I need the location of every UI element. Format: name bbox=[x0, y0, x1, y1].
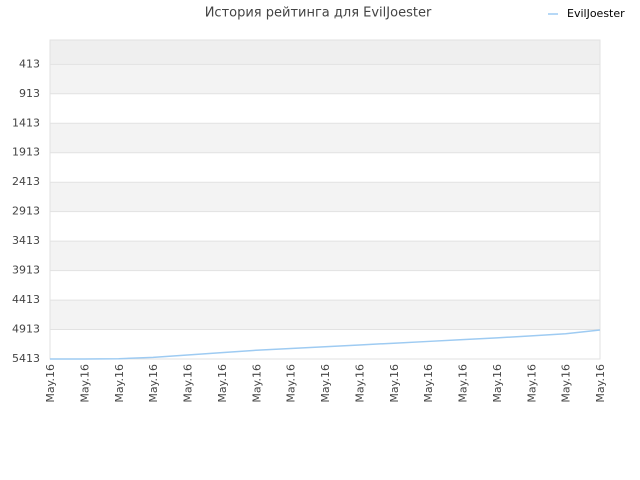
y-tick-label: 413 bbox=[19, 57, 40, 70]
plot-band bbox=[50, 241, 600, 271]
x-tick-label: May.16 bbox=[353, 364, 366, 403]
x-tick-label: May.16 bbox=[216, 364, 229, 403]
legend-label: EvilJoester bbox=[567, 7, 625, 20]
plot-band bbox=[50, 152, 600, 183]
y-tick-label: 2913 bbox=[12, 205, 40, 218]
x-tick-label: May.16 bbox=[594, 364, 607, 403]
y-tick-label: 3413 bbox=[12, 234, 40, 247]
y-tick-label: 5413 bbox=[12, 352, 40, 365]
x-tick-label: May.16 bbox=[182, 364, 195, 403]
plot-band bbox=[50, 211, 600, 242]
plot-band bbox=[50, 123, 600, 153]
x-tick-label: May.16 bbox=[147, 364, 160, 403]
x-tick-label: May.16 bbox=[422, 364, 435, 403]
x-tick-label: May.16 bbox=[250, 364, 263, 403]
plot-band bbox=[50, 300, 600, 330]
x-tick-label: May.16 bbox=[388, 364, 401, 403]
x-tick-label: May.16 bbox=[457, 364, 470, 403]
plot-frame bbox=[49, 39, 601, 360]
x-tick-label: May.16 bbox=[78, 364, 91, 403]
y-tick-label: 3913 bbox=[12, 264, 40, 277]
plot-band bbox=[50, 270, 600, 301]
x-tick-label: May.16 bbox=[44, 364, 57, 403]
y-tick-label: 4413 bbox=[12, 293, 40, 306]
plot-band bbox=[50, 64, 600, 94]
y-tick-label: 913 bbox=[19, 87, 40, 100]
y-tick-label: 1413 bbox=[12, 116, 40, 129]
x-tick-label: May.16 bbox=[319, 364, 332, 403]
plot-band bbox=[50, 40, 600, 65]
y-tick-label: 4913 bbox=[12, 323, 40, 336]
plot-band bbox=[50, 93, 600, 124]
y-tick-label: 1913 bbox=[12, 146, 40, 159]
plot-band bbox=[50, 329, 600, 359]
y-tick-label: 2413 bbox=[12, 175, 40, 188]
x-tick-label: May.16 bbox=[525, 364, 538, 403]
x-tick-label: May.16 bbox=[491, 364, 504, 403]
x-tick-label: May.16 bbox=[560, 364, 573, 403]
plot-band bbox=[50, 182, 600, 212]
x-tick-label: May.16 bbox=[113, 364, 126, 403]
chart-title: История рейтинга для EvilJoester bbox=[205, 6, 432, 21]
x-tick-label: May.16 bbox=[285, 364, 298, 403]
line-series bbox=[49, 329, 601, 360]
